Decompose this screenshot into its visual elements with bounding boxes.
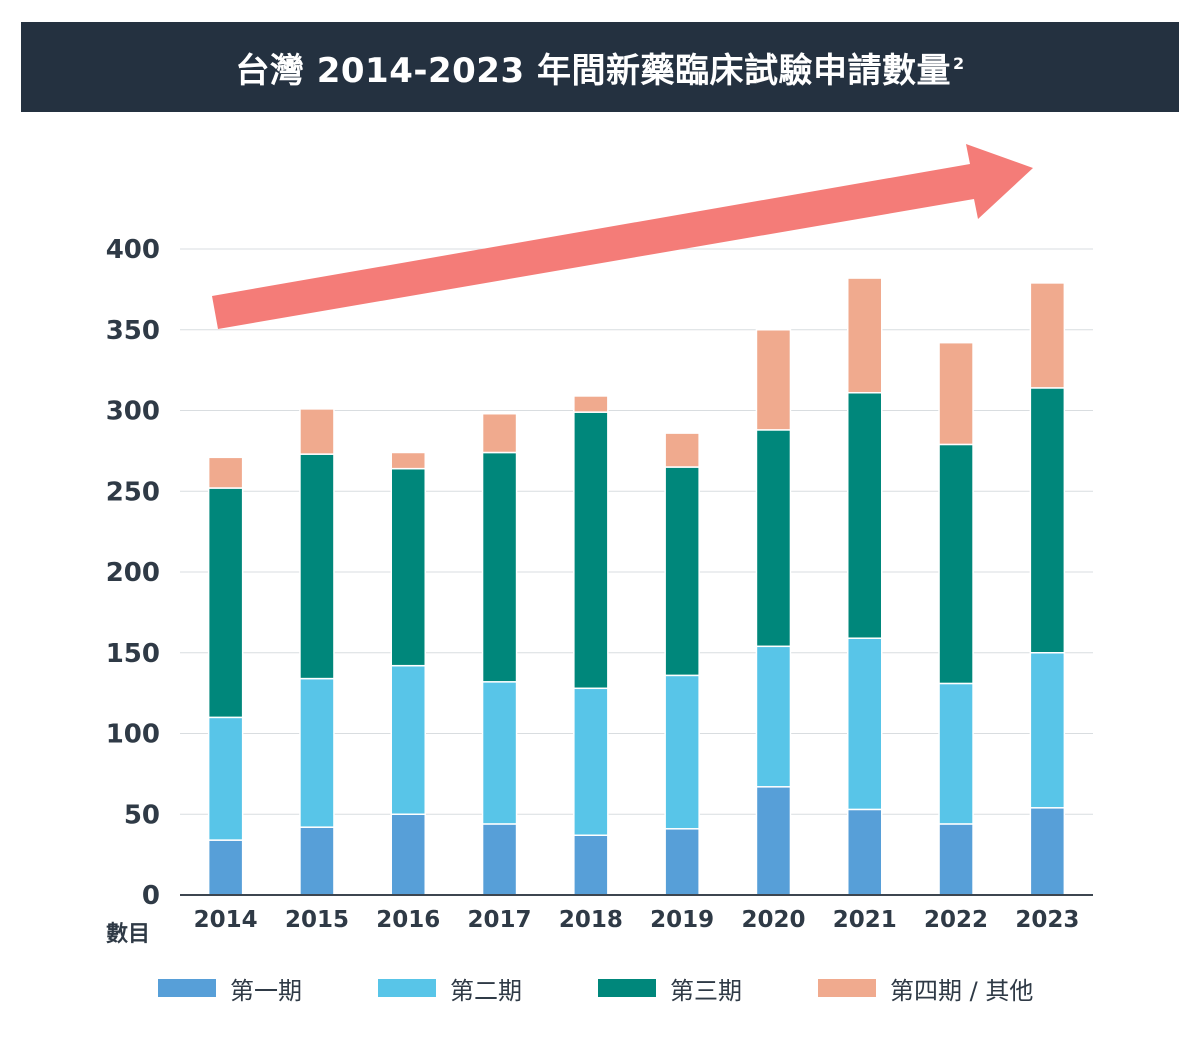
chart-title: 台灣 2014-2023 年間新藥臨床試驗申請數量 2 [235, 50, 965, 91]
bar-2014-series-4 [207, 456, 244, 489]
y-tick-label-100: 100 [106, 720, 160, 750]
legend-item-phase1: 第一期 [158, 970, 302, 1006]
bar-2023-series-4 [1029, 282, 1066, 389]
y-axis-label: 數目 [106, 922, 151, 947]
bar-2020-series-4 [755, 329, 792, 431]
legend-item-phase3: 第三期 [598, 970, 742, 1006]
bar-2019-series-2 [664, 674, 700, 830]
bar-2016-series-2 [390, 664, 426, 815]
legend-label-phase2: 第二期 [450, 976, 522, 1005]
x-tick-label-2015: 2015 [285, 907, 349, 933]
legend-swatch-phase3 [598, 979, 656, 997]
legend-swatch-phase4 [818, 979, 876, 997]
y-tick-label-300: 300 [106, 397, 160, 427]
legend-label-phase3: 第三期 [670, 976, 742, 1005]
bar-2016-series-4 [390, 451, 426, 470]
y-tick-label-250: 250 [106, 477, 160, 507]
bar-2018-series-4 [573, 395, 609, 413]
x-tick-label-2016: 2016 [376, 907, 440, 933]
bar-2019-series-4 [664, 432, 700, 468]
bar-2022-series-3 [938, 443, 974, 685]
bar-2017-series-1 [481, 823, 518, 896]
bar-2017-series-2 [481, 681, 518, 825]
bar-2019-series-3 [664, 466, 700, 677]
bar-2022-series-2 [938, 682, 974, 825]
bar-2023-series-3 [1029, 387, 1066, 654]
legend-item-phase4: 第四期 / 其他 [818, 970, 1033, 1006]
bar-2021-series-1 [847, 808, 883, 896]
legend-label-phase1: 第一期 [230, 976, 302, 1005]
bar-2014-series-1 [207, 839, 244, 896]
y-tick-label-0: 0 [142, 881, 160, 911]
bar-2018-series-3 [573, 411, 609, 690]
y-tick-label-400: 400 [106, 235, 160, 265]
y-tick-label-50: 50 [124, 800, 160, 830]
y-tick-label-200: 200 [106, 558, 160, 588]
x-tick-label-2014: 2014 [194, 907, 258, 933]
upward-trend-arrow [212, 144, 1033, 329]
legend-swatch-phase1 [158, 979, 216, 997]
bar-2020-series-2 [755, 645, 792, 788]
axis-layer: 0 50 100 150 200 250 300 350 400 2014 2015 2016 2017… [106, 235, 1093, 933]
x-tick-label-2019: 2019 [650, 907, 714, 933]
bar-2015-series-3 [299, 453, 335, 680]
x-tick-label-2021: 2021 [833, 907, 897, 933]
title-bar: 台灣 2014-2023 年間新藥臨床試驗申請數量 2 [21, 22, 1179, 112]
bar-2016-series-1 [390, 813, 426, 896]
bar-2015-series-2 [299, 677, 335, 828]
bar-2017-series-4 [481, 412, 518, 454]
x-tick-label-2022: 2022 [924, 907, 988, 933]
legend-swatch-phase2 [378, 979, 436, 997]
bar-2021-series-2 [847, 637, 883, 811]
bar-2015-series-4 [299, 408, 335, 455]
x-tick-label-2020: 2020 [741, 907, 805, 933]
bar-2020-series-3 [755, 429, 792, 648]
x-tick-label-2018: 2018 [559, 907, 623, 933]
y-tick-label-350: 350 [106, 316, 160, 346]
bar-2018-series-1 [573, 834, 609, 896]
y-tick-label-150: 150 [106, 639, 160, 669]
title-superscript: 2 [952, 54, 965, 74]
x-tick-label-2017: 2017 [468, 907, 532, 933]
bar-2020-series-1 [755, 786, 792, 896]
bar-2017-series-3 [481, 451, 518, 683]
legend: 第一期 第二期 第三期 第四期 / 其他 [0, 970, 1200, 1006]
bar-2021-series-4 [847, 277, 883, 394]
legend-label-phase4: 第四期 / 其他 [890, 976, 1034, 1005]
bar-2016-series-3 [390, 467, 426, 667]
bar-2023-series-2 [1029, 652, 1066, 809]
bar-2014-series-3 [207, 487, 244, 719]
trend-arrow-layer [212, 144, 1033, 329]
bar-2022-series-1 [938, 823, 974, 896]
bar-2019-series-1 [664, 828, 700, 896]
bar-2022-series-4 [938, 341, 974, 446]
x-tick-label-2023: 2023 [1015, 907, 1079, 933]
bar-2014-series-2 [207, 716, 244, 841]
legend-item-phase2: 第二期 [378, 970, 522, 1006]
bar-2015-series-1 [299, 826, 335, 896]
bar-2023-series-1 [1029, 807, 1066, 896]
bars-layer [207, 277, 1066, 896]
bar-2021-series-3 [847, 391, 883, 639]
bar-2018-series-2 [573, 687, 609, 836]
